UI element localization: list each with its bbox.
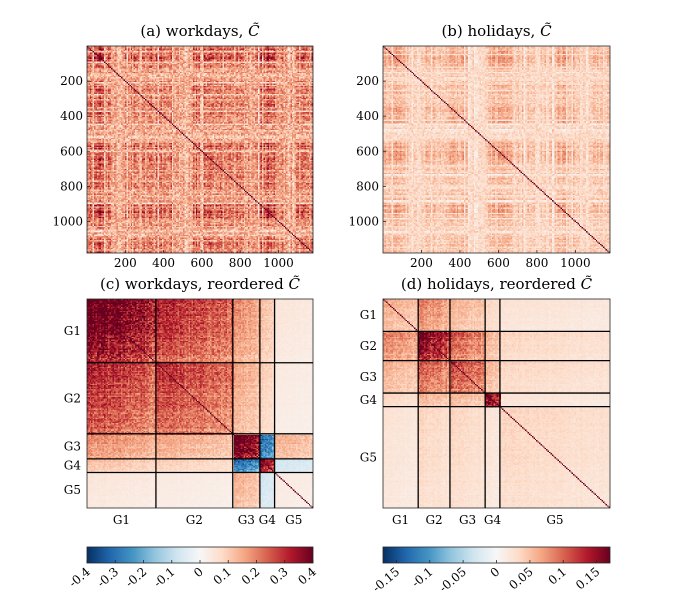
panel-title-prefix-1: (b) holidays, <box>441 22 540 40</box>
colorbar-tick-label-left-5: 0.1 <box>211 565 235 588</box>
colorbar-tick-label-right-2: -0.05 <box>436 565 469 596</box>
panel-title-0: (a) workdays, C̃ <box>140 22 260 40</box>
x-tick-label-0-800: 800 <box>229 256 252 270</box>
y-tick-label-1-1000: 1000 <box>348 214 379 228</box>
panel-title-symbol-3: C̃ <box>581 275 593 293</box>
y-tick-label-0-1000: 1000 <box>52 214 83 228</box>
group-y-label-2-0: G1 <box>64 324 81 338</box>
y-tick-label-1-800: 800 <box>356 179 379 193</box>
group-x-label-2-0: G1 <box>113 513 130 527</box>
group-x-label-2-1: G2 <box>186 513 203 527</box>
y-tick-label-0-400: 400 <box>60 109 83 123</box>
group-x-label-3-4: G5 <box>546 513 563 527</box>
x-tick-label-0-400: 400 <box>152 256 175 270</box>
group-x-label-3-0: G1 <box>392 513 409 527</box>
y-tick-label-1-400: 400 <box>356 109 379 123</box>
axes-frame-3 <box>382 298 611 509</box>
y-tick-label-0-200: 200 <box>60 74 83 88</box>
colorbar-tick-label-left-2: -0.2 <box>123 565 150 591</box>
y-tick-label-1-600: 600 <box>356 144 379 158</box>
heatmap-image-3 <box>383 299 610 508</box>
colorbar-tick-label-right-1: -0.1 <box>409 565 436 591</box>
group-y-label-3-1: G2 <box>360 339 377 353</box>
heatmap-image-2 <box>87 299 313 508</box>
group-x-label-2-3: G4 <box>259 513 277 527</box>
axes-frame-1 <box>382 45 611 254</box>
y-tick-label-0-800: 800 <box>60 179 83 193</box>
colorbar-tick-label-left-0: -0.4 <box>66 564 93 590</box>
heatmap-image-1 <box>383 46 610 253</box>
colorbar-tick-label-left-3: -0.1 <box>151 565 178 591</box>
group-y-label-2-3: G4 <box>64 459 82 473</box>
group-x-label-3-2: G3 <box>459 513 476 527</box>
group-x-label-2-4: G5 <box>285 513 302 527</box>
colorbar-tick-label-left-4: 0 <box>191 565 206 581</box>
colorbar-tick-label-right-6: 0.15 <box>573 565 602 593</box>
panel-title-2: (c) workdays, reordered C̃ <box>100 275 300 293</box>
axes-frame-0 <box>86 45 314 254</box>
heatmap-image-0 <box>87 46 313 253</box>
panel-title-1: (b) holidays, C̃ <box>441 22 552 40</box>
x-tick-label-0-600: 600 <box>190 256 213 270</box>
group-y-label-2-2: G3 <box>64 439 81 453</box>
x-tick-label-1-200: 200 <box>410 256 433 270</box>
group-y-label-2-4: G5 <box>64 483 81 497</box>
x-tick-label-1-600: 600 <box>487 256 510 270</box>
group-y-label-3-2: G3 <box>360 370 377 384</box>
colorbar-tick-label-left-8: 0.4 <box>295 564 319 587</box>
panel-title-symbol-2: C̃ <box>288 275 300 293</box>
x-tick-label-1-400: 400 <box>448 256 471 270</box>
panel-title-symbol-0: C̃ <box>248 22 260 40</box>
colorbar-tick-label-right-4: 0.05 <box>506 565 535 593</box>
group-x-label-2-2: G3 <box>238 513 255 527</box>
group-y-label-3-3: G4 <box>360 393 378 407</box>
colorbar-tick-label-right-5: 0.1 <box>546 565 570 588</box>
axes-frame-2 <box>86 298 314 509</box>
y-tick-label-1-200: 200 <box>356 74 379 88</box>
colorbar-tick-label-right-3: 0 <box>488 565 503 581</box>
x-tick-label-1-1000: 1000 <box>560 256 591 270</box>
group-x-label-3-3: G4 <box>484 513 502 527</box>
x-tick-label-1-800: 800 <box>525 256 548 270</box>
colorbar-tick-label-left-1: -0.3 <box>94 565 121 591</box>
x-tick-label-0-200: 200 <box>114 256 137 270</box>
panel-title-symbol-1: C̃ <box>540 22 552 40</box>
panel-title-prefix-3: (d) holidays, reordered <box>401 275 581 293</box>
x-tick-label-0-1000: 1000 <box>263 256 294 270</box>
colorbar-tick-label-left-6: 0.2 <box>239 565 263 588</box>
group-y-label-3-0: G1 <box>360 308 377 322</box>
group-y-label-2-1: G2 <box>64 391 81 405</box>
colorbar-tick-label-right-0: -0.15 <box>370 565 403 596</box>
colorbar-tick-label-left-7: 0.3 <box>267 565 291 588</box>
group-x-label-3-1: G2 <box>425 513 442 527</box>
group-y-label-3-4: G5 <box>360 450 377 464</box>
panel-title-prefix-0: (a) workdays, <box>140 22 248 40</box>
y-tick-label-0-600: 600 <box>60 144 83 158</box>
panel-title-3: (d) holidays, reordered C̃ <box>401 275 593 293</box>
panel-title-prefix-2: (c) workdays, reordered <box>100 275 288 293</box>
